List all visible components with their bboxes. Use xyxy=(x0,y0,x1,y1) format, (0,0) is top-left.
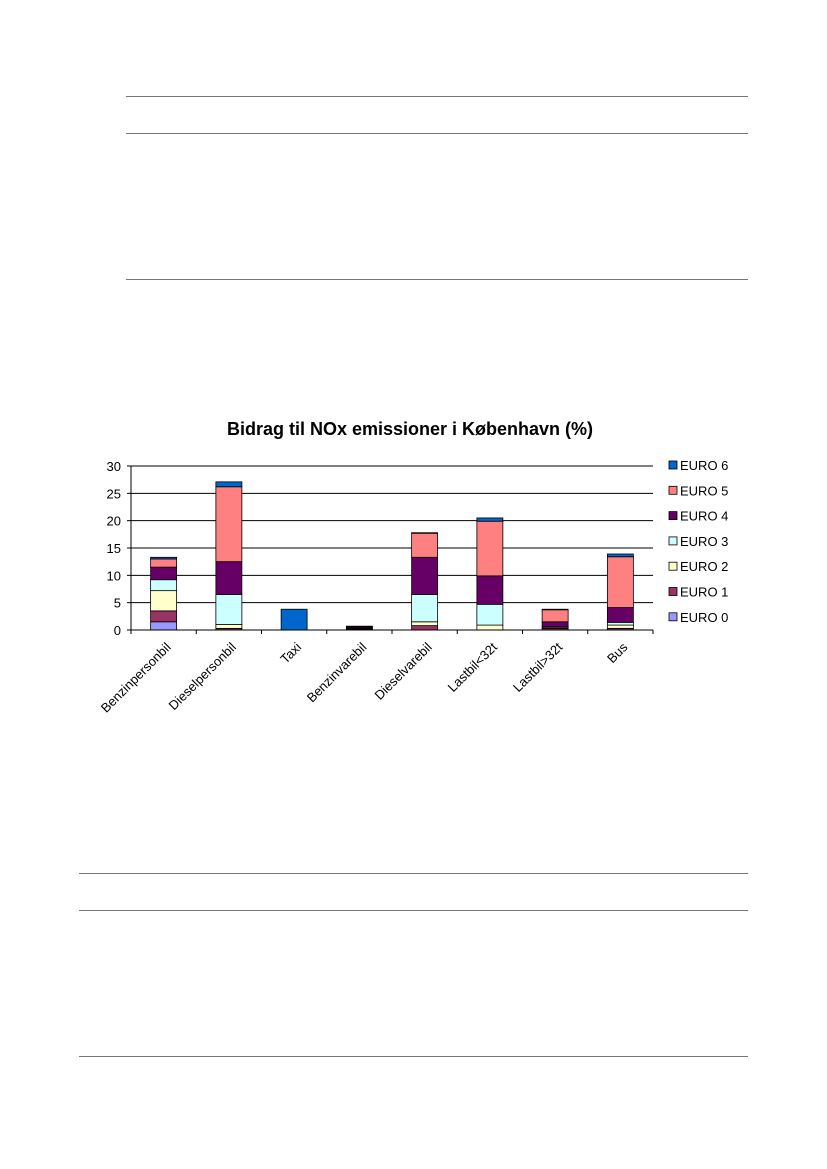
bar-segment xyxy=(150,566,178,581)
bar-segment xyxy=(150,579,178,592)
legend-label: EURO 6 xyxy=(680,458,728,473)
x-tick-label: Bus xyxy=(604,639,631,666)
chart-title: Bidrag til NOx emissioner i København (%… xyxy=(227,419,593,439)
bar-segment xyxy=(280,608,308,631)
legend-label: EURO 2 xyxy=(680,559,728,574)
bar-segment xyxy=(606,624,634,629)
bar-segment xyxy=(150,556,178,560)
bar-segment xyxy=(606,621,634,626)
legend-label: EURO 1 xyxy=(680,585,728,600)
y-tick-label: 30 xyxy=(107,459,121,474)
legend-label: EURO 5 xyxy=(680,483,728,498)
legend-swatch xyxy=(668,536,678,546)
footer-rule-top xyxy=(79,873,748,874)
header-rule-bottom xyxy=(126,279,748,280)
x-tick-label: Dieselvarebil xyxy=(372,639,435,702)
bar-segment xyxy=(345,625,373,628)
bar-segment xyxy=(150,590,178,612)
y-tick-label: 5 xyxy=(114,596,121,611)
bar-segment xyxy=(541,609,569,623)
bar-segment xyxy=(541,621,569,628)
header-rule-middle xyxy=(126,133,748,134)
legend-swatch xyxy=(668,511,678,521)
bar-segment xyxy=(476,603,504,626)
bar-segment xyxy=(411,532,439,534)
axes xyxy=(127,465,654,634)
y-tick-labels: 0 5 10 15 20 25 30 xyxy=(107,459,121,638)
footer-rule-bottom xyxy=(79,1056,748,1057)
bar-segment xyxy=(215,624,243,629)
header-rule-top xyxy=(126,96,748,97)
bar-segment xyxy=(476,624,504,631)
legend-swatch xyxy=(668,561,678,571)
gridlines xyxy=(131,465,653,604)
x-tick-label: Benzinpersonbil xyxy=(98,639,174,715)
bar-segment xyxy=(476,520,504,577)
y-tick-label: 10 xyxy=(107,568,121,583)
bars xyxy=(150,481,634,631)
bar-segment xyxy=(411,594,439,623)
y-tick-label: 0 xyxy=(114,623,121,638)
bar-segment xyxy=(411,621,439,627)
bar-segment xyxy=(150,610,178,623)
y-tick-label: 25 xyxy=(107,486,121,501)
x-tick-label: Benzinvarebil xyxy=(304,639,370,705)
bar-segment xyxy=(215,594,243,625)
x-tick-label: Dieselpersonbil xyxy=(166,639,240,713)
legend-swatch xyxy=(668,587,678,596)
bar-segment xyxy=(215,561,243,595)
bar-segment xyxy=(606,556,634,608)
legend-label: EURO 4 xyxy=(680,509,728,524)
legend-label: EURO 3 xyxy=(680,534,728,549)
bar-segment xyxy=(150,558,178,568)
bar-segment xyxy=(541,608,569,611)
bar-segment xyxy=(476,517,504,522)
y-tick-label: 20 xyxy=(107,514,121,529)
bar-segment xyxy=(411,532,439,558)
legend-label: EURO 0 xyxy=(680,610,728,625)
bar-segment xyxy=(606,607,634,623)
y-tick-label: 15 xyxy=(107,541,121,556)
legend-swatch xyxy=(668,485,678,495)
x-tick-label: Lastbil>32t xyxy=(510,639,566,695)
legend-swatch xyxy=(668,460,678,470)
bar-segment xyxy=(215,486,243,563)
bar-segment xyxy=(606,553,634,558)
legend-swatch xyxy=(668,612,678,622)
bar-segment xyxy=(476,575,504,605)
legend: EURO 6 EURO 5 EURO 4 EURO 3 EURO 2 EURO 1 EURO… xyxy=(668,458,728,625)
bar-segment xyxy=(150,621,178,631)
bar-segment xyxy=(215,481,243,488)
x-tick-label: Lastbil<32t xyxy=(445,639,501,695)
bar-segment xyxy=(411,625,439,631)
x-tick-label: Taxi xyxy=(277,639,304,666)
footer-rule-middle xyxy=(79,910,748,911)
bar-segment xyxy=(411,556,439,595)
